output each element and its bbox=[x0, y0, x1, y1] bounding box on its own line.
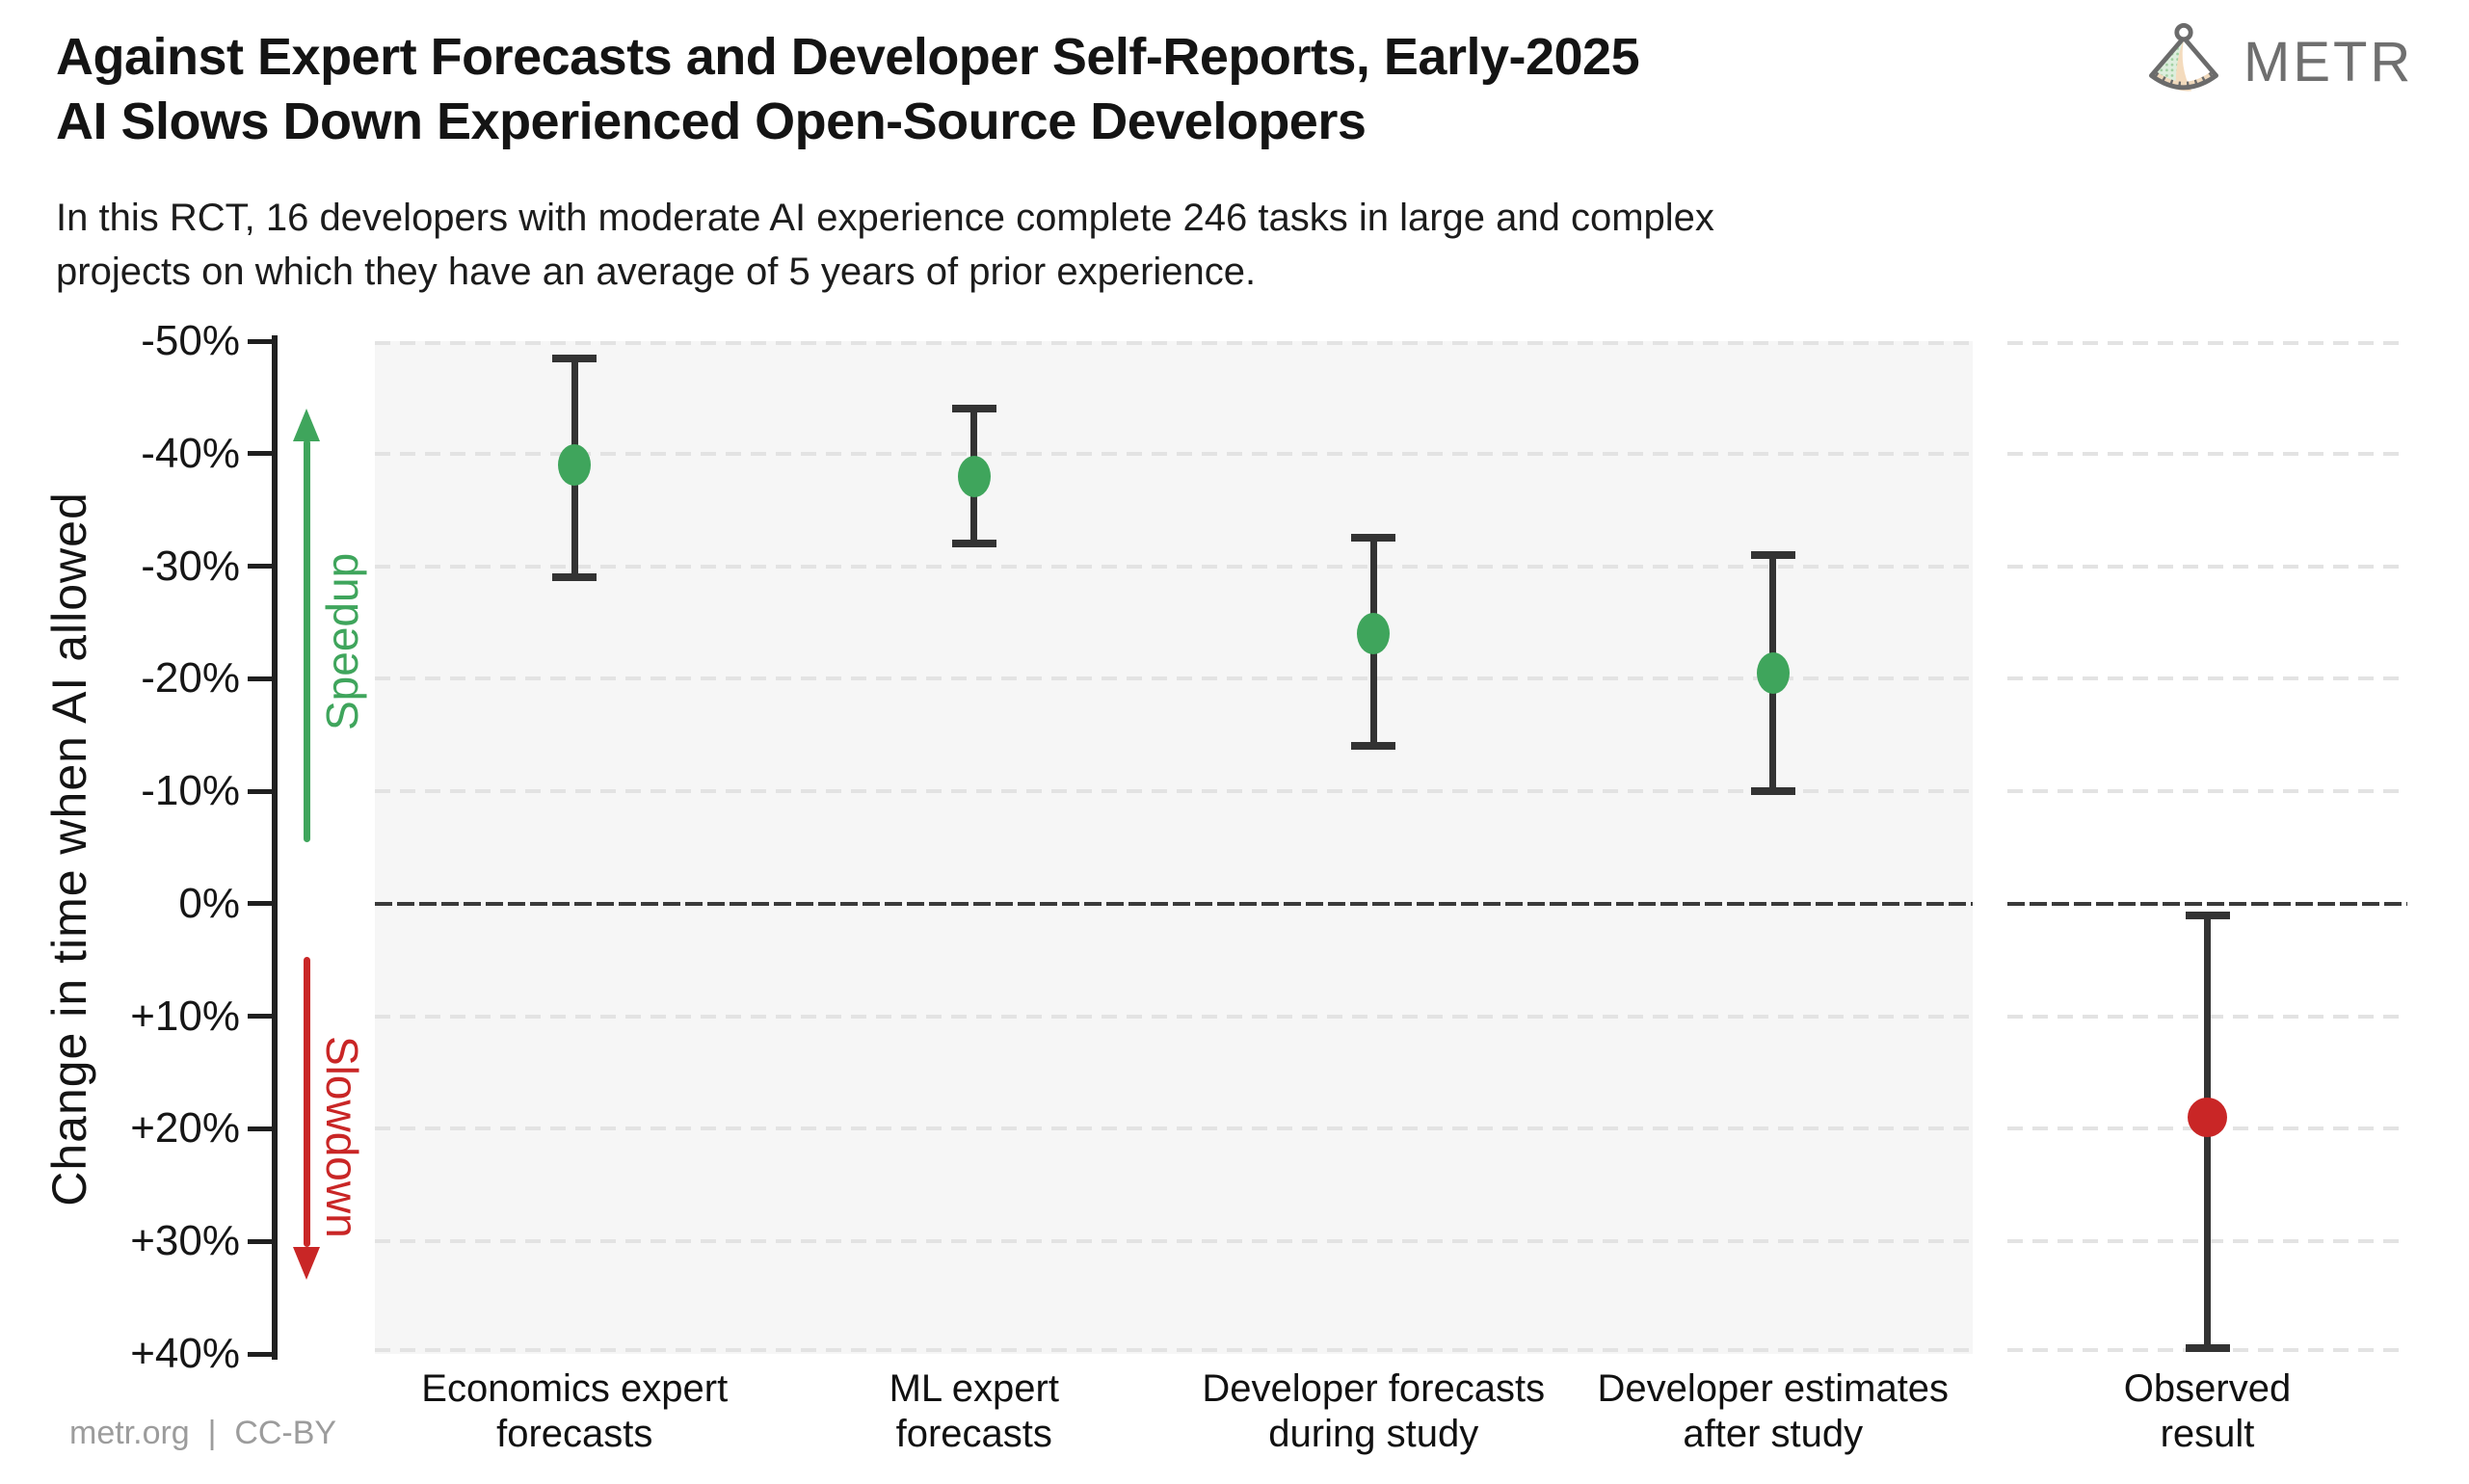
y-tick bbox=[248, 788, 272, 794]
gridline bbox=[2007, 676, 2407, 681]
gridline bbox=[375, 341, 1973, 345]
y-tick-label: +30% bbox=[130, 1217, 240, 1265]
category-label: Developer forecasts during study bbox=[1142, 1366, 1605, 1457]
metr-brand-text: METR bbox=[2243, 30, 2414, 93]
attribution-credit: metr.org | CC-BY bbox=[69, 1415, 337, 1451]
category-label-line: Observed bbox=[2123, 1367, 2292, 1410]
slowdown-arrow bbox=[303, 956, 310, 1248]
main-plot-panel bbox=[375, 341, 1973, 1354]
category-label-line: after study bbox=[1683, 1413, 1864, 1455]
category-label-line: ML expert bbox=[889, 1367, 1059, 1410]
y-tick-label: +20% bbox=[130, 1104, 240, 1153]
y-tick-label: 0% bbox=[178, 879, 240, 927]
category-label: Developer estimates after study bbox=[1542, 1366, 2004, 1457]
gridline bbox=[375, 1348, 1973, 1352]
y-tick bbox=[248, 564, 272, 570]
y-tick-label: +10% bbox=[130, 992, 240, 1040]
speedup-arrow bbox=[303, 438, 310, 842]
gridline bbox=[375, 564, 1973, 569]
category-label: Economics expert forecasts bbox=[343, 1366, 806, 1457]
speedup-arrow-head-icon bbox=[293, 409, 320, 442]
y-tick bbox=[248, 1351, 272, 1357]
error-bar-cap-lower bbox=[951, 540, 996, 548]
y-tick-label: -40% bbox=[141, 429, 240, 477]
slowdown-arrow-head-icon bbox=[293, 1247, 320, 1281]
error-bar-cap-upper bbox=[1750, 550, 1795, 559]
y-tick bbox=[248, 676, 272, 681]
gridline bbox=[375, 676, 1973, 681]
category-label: ML expert forecasts bbox=[743, 1366, 1206, 1457]
y-tick-label: -50% bbox=[141, 317, 240, 364]
error-bar-cap-lower bbox=[1750, 787, 1795, 796]
gridline bbox=[375, 1239, 1973, 1244]
y-axis-line bbox=[272, 335, 278, 1360]
zero-line bbox=[2007, 901, 2407, 906]
category-label-line: Economics expert bbox=[421, 1367, 729, 1410]
subtitle-line-2: projects on which they have an average o… bbox=[56, 251, 1257, 293]
y-tick bbox=[248, 901, 272, 907]
category-label-line: result bbox=[2160, 1413, 2255, 1455]
y-tick bbox=[248, 451, 272, 457]
category-label: Observed result bbox=[1977, 1366, 2439, 1457]
title-line-1: Against Expert Forecasts and Developer S… bbox=[56, 28, 1640, 86]
data-point-marker bbox=[1357, 613, 1391, 655]
data-point-marker bbox=[1756, 651, 1790, 694]
slowdown-label: Slowdown bbox=[317, 1035, 367, 1238]
gridline bbox=[375, 451, 1973, 456]
category-label-line: forecasts bbox=[496, 1413, 653, 1455]
gridline bbox=[375, 789, 1973, 794]
y-tick-label: +40% bbox=[130, 1330, 240, 1377]
y-tick-label: -10% bbox=[141, 767, 240, 815]
error-bar-cap-upper bbox=[552, 354, 597, 362]
data-point-marker bbox=[2188, 1098, 2227, 1138]
category-label-line: Developer estimates bbox=[1597, 1367, 1950, 1410]
error-bar-cap-upper bbox=[951, 405, 996, 413]
title-line-2: AI Slows Down Experienced Open-Source De… bbox=[56, 93, 1367, 150]
y-tick-label: -20% bbox=[141, 654, 240, 702]
gridline bbox=[2007, 789, 2407, 794]
error-bar-cap-lower bbox=[2185, 1344, 2230, 1353]
zero-line bbox=[375, 901, 1973, 906]
subtitle-line-1: In this RCT, 16 developers with moderate… bbox=[56, 197, 1714, 239]
error-bar-cap-lower bbox=[1351, 742, 1396, 751]
category-label-line: during study bbox=[1268, 1413, 1479, 1455]
category-label-line: Developer forecasts bbox=[1202, 1367, 1546, 1410]
y-tick bbox=[248, 1014, 272, 1020]
error-bar-cap-upper bbox=[1351, 534, 1396, 543]
data-point-marker bbox=[558, 443, 592, 486]
error-bar-cap-lower bbox=[552, 573, 597, 582]
gridline bbox=[2007, 451, 2407, 456]
data-point-marker bbox=[957, 455, 991, 497]
gridline bbox=[2007, 564, 2407, 569]
y-tick-label: -30% bbox=[141, 542, 240, 590]
page-title: Against Expert Forecasts and Developer S… bbox=[56, 25, 2118, 154]
y-tick bbox=[248, 1238, 272, 1244]
chart-subtitle: In this RCT, 16 developers with moderate… bbox=[56, 191, 2176, 299]
y-tick bbox=[248, 1126, 272, 1131]
metr-logo-icon bbox=[2149, 23, 2218, 92]
error-bar-cap-upper bbox=[2185, 911, 2230, 919]
category-label-line: forecasts bbox=[895, 1413, 1052, 1455]
metr-brand: METR bbox=[2137, 17, 2413, 106]
gridline bbox=[375, 1014, 1973, 1019]
speedup-label: Speedup bbox=[317, 552, 367, 730]
gridline bbox=[375, 1126, 1973, 1131]
gridline bbox=[2007, 341, 2407, 345]
y-tick bbox=[248, 338, 272, 344]
